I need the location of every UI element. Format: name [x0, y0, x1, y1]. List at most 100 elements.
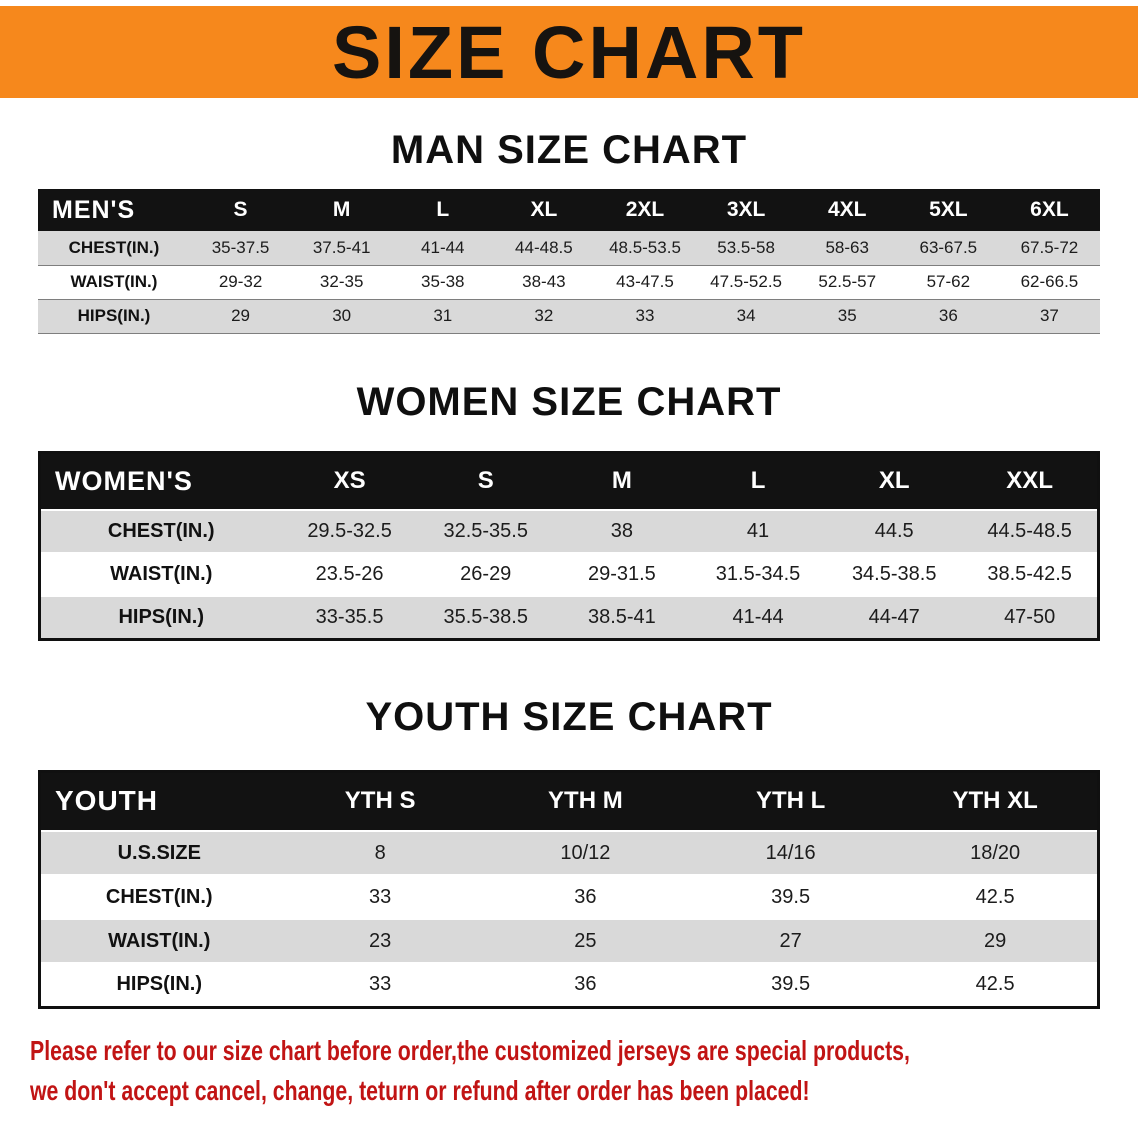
size-value: 29-31.5 [587, 563, 656, 585]
size-value: 14/16 [765, 841, 816, 864]
size-column-header: L [392, 189, 494, 231]
size-value: 36 [574, 973, 597, 996]
size-value: 36 [938, 306, 958, 325]
row-label: HIPS(IN.) [118, 605, 205, 628]
men-size-section: MAN SIZE CHART MEN'S S M L XL 2XL 3XL 4XL 5XL 6XL… [0, 128, 1138, 334]
size-column-header: M [553, 452, 690, 510]
size-column-header: 6XL [998, 189, 1100, 231]
size-value: 58-63 [825, 237, 869, 257]
size-value: 62-66.5 [1020, 272, 1079, 291]
size-value: 32-35 [319, 272, 364, 291]
size-value: 35-38 [421, 272, 465, 291]
measurement-row: WAIST(IN.) 23 25 27 29 [39, 919, 1099, 963]
size-value: 8 [374, 841, 386, 864]
size-value: 44.5-48.5 [987, 520, 1072, 542]
size-value: 35 [837, 306, 857, 325]
size-value: 37.5-41 [312, 237, 371, 257]
size-value: 52.5-57 [818, 272, 877, 291]
size-value: 32 [534, 306, 554, 325]
measurement-row: HIPS(IN.) 29 30 31 32 33 34 35 36 37 [38, 299, 1100, 333]
men-size-table: MEN'S S M L XL 2XL 3XL 4XL 5XL 6XL CHEST(IN.) 35-37… [38, 189, 1100, 334]
women-size-section: WOMEN SIZE CHART WOMEN'S XS S M L XL XXL CHEST(… [0, 380, 1138, 641]
size-value: 34 [736, 306, 756, 325]
size-column-header: YTH L [688, 771, 894, 831]
size-value: 10/12 [560, 841, 611, 864]
measurement-row: CHEST(IN.) 29.5-32.5 32.5-35.5 38 41 44.5 44.5… [39, 510, 1099, 553]
size-value: 35-37.5 [211, 237, 270, 257]
size-value: 47.5-52.5 [710, 272, 783, 291]
size-value: 23.5-26 [315, 563, 384, 585]
youth-section-heading: YOUTH SIZE CHART [365, 694, 773, 739]
size-value: 18/20 [970, 841, 1021, 864]
size-value: 43-47.5 [616, 272, 674, 291]
size-value: 29 [984, 929, 1007, 952]
size-value: 29.5-32.5 [307, 520, 392, 542]
title-banner: SIZE CHART [0, 6, 1138, 98]
youth-size-table: YOUTH YTH S YTH M YTH L YTH XL U.S.SIZE 8 10/12… [38, 769, 1100, 1009]
size-value: 38.5-41 [587, 605, 656, 628]
size-value: 63-67.5 [919, 237, 978, 257]
youth-size-section: YOUTH SIZE CHART YOUTH YTH S YTH M YTH L YTH… [0, 695, 1138, 1009]
size-value: 33 [635, 306, 655, 325]
disclaimer-line-2: we don't accept cancel, change, teturn o… [30, 1074, 810, 1106]
size-value: 39.5 [771, 973, 811, 996]
size-column-header: XL [826, 452, 963, 510]
measurement-row: CHEST(IN.) 33 36 39.5 42.5 [39, 875, 1099, 919]
women-size-table: WOMEN'S XS S M L XL XXL CHEST(IN.) 29.5-32.5 32.5… [38, 450, 1100, 641]
women-section-heading: WOMEN SIZE CHART [356, 379, 782, 424]
size-value: 31.5-34.5 [715, 563, 801, 585]
row-label: WAIST(IN.) [110, 563, 213, 585]
size-value: 41-44 [421, 237, 465, 257]
size-value: 53.5-58 [717, 237, 775, 257]
size-value: 31 [433, 306, 453, 325]
size-value: 41 [746, 520, 770, 542]
size-value: 38 [610, 520, 634, 542]
size-value: 25 [574, 929, 597, 952]
size-column-header: 4XL [796, 189, 898, 231]
men-section-heading: MAN SIZE CHART [390, 128, 748, 172]
size-value: 38-43 [522, 272, 566, 291]
row-label: CHEST(IN.) [107, 520, 215, 542]
table-header-row: YOUTH YTH S YTH M YTH L YTH XL [39, 771, 1099, 831]
size-value: 42.5 [975, 973, 1015, 996]
size-column-header: XS [281, 452, 418, 510]
size-value: 44-47 [868, 605, 920, 628]
size-column-header: 5XL [897, 189, 999, 231]
size-column-header: YTH XL [893, 771, 1099, 831]
row-label: CHEST(IN.) [68, 237, 160, 257]
measurement-row: HIPS(IN.) 33-35.5 35.5-38.5 38.5-41 41-44 44-… [39, 596, 1099, 639]
measurement-row: WAIST(IN.) 23.5-26 26-29 29-31.5 31.5-34.5 34… [39, 553, 1099, 596]
size-column-header: YTH S [277, 771, 483, 831]
size-value: 36 [574, 885, 597, 908]
measurement-row: WAIST(IN.) 29-32 32-35 35-38 38-43 43-47.5 47.… [38, 265, 1100, 299]
size-column-header: L [689, 452, 827, 510]
row-label: WAIST(IN.) [108, 929, 211, 952]
row-label: HIPS(IN.) [116, 973, 203, 996]
size-value: 29 [231, 306, 251, 325]
size-value: 39.5 [771, 885, 811, 908]
size-value: 35.5-38.5 [443, 605, 528, 628]
size-value: 33 [369, 885, 392, 908]
size-value: 29-32 [218, 272, 263, 291]
size-column-header: S [190, 189, 292, 231]
size-value: 37 [1039, 306, 1059, 325]
size-column-header: 2XL [594, 189, 696, 231]
size-column-header: S [417, 452, 554, 510]
table-title-cell: MEN'S [38, 189, 190, 231]
size-value: 41-44 [732, 605, 784, 628]
size-value: 33 [369, 973, 392, 996]
size-value: 47-50 [1004, 605, 1056, 628]
table-header-row: WOMEN'S XS S M L XL XXL [39, 452, 1099, 510]
size-column-header: XXL [962, 452, 1099, 510]
size-value: 48.5-53.5 [609, 237, 681, 257]
size-value: 44.5 [874, 520, 914, 542]
size-value: 57-62 [926, 272, 971, 291]
row-label: HIPS(IN.) [77, 306, 151, 325]
size-value: 32.5-35.5 [443, 520, 528, 542]
page-title: SIZE CHART [332, 10, 806, 94]
table-title-cell: WOMEN'S [39, 452, 282, 510]
measurement-row: HIPS(IN.) 33 36 39.5 42.5 [39, 963, 1099, 1007]
size-value: 44-48.5 [515, 237, 573, 257]
size-column-header: M [291, 189, 393, 231]
